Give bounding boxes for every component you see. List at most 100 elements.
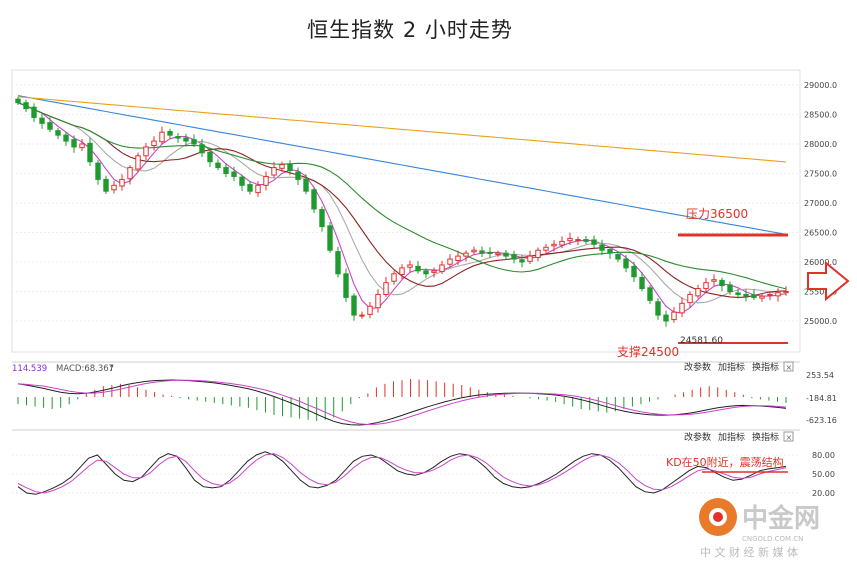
candle: [423, 268, 429, 278]
candle: [639, 271, 645, 292]
ma-fast-line: [17, 102, 787, 314]
candle: [359, 311, 365, 319]
toolbar-button[interactable]: 改参数: [684, 361, 711, 373]
up-arrow-icon: ↑: [108, 364, 115, 374]
macd-dea-line: [17, 379, 787, 426]
candle: [559, 236, 565, 249]
main-y-tick: 25500.0: [804, 288, 837, 297]
candle: [47, 117, 53, 133]
candle: [407, 260, 413, 273]
candle: [759, 293, 765, 302]
kd-y-tick: 80.00: [812, 451, 835, 460]
candle: [223, 162, 229, 178]
candle: [231, 166, 237, 182]
ma-orange-line: [17, 96, 787, 163]
watermark-domain: CNGOLD.COM.CN: [742, 535, 803, 543]
candle: [351, 293, 357, 321]
main-y-tick: 25000.0: [804, 317, 837, 326]
candle: [383, 276, 389, 297]
candle: [415, 261, 421, 274]
candle: [687, 291, 693, 308]
close-box[interactable]: [783, 361, 794, 372]
candle: [719, 277, 725, 292]
candle: [503, 250, 509, 260]
candle: [215, 159, 221, 171]
candle: [631, 261, 637, 283]
macd-toolbar: 改参数 加指标 换指标 ×: [684, 361, 794, 373]
candle: [575, 236, 581, 246]
candle: [79, 139, 85, 151]
candle: [375, 289, 381, 313]
main-y-tick: 28000.0: [804, 140, 837, 149]
candle: [727, 281, 733, 295]
candle: [271, 161, 277, 178]
candle: [599, 239, 605, 255]
logo-dot-icon: [713, 512, 723, 522]
candle: [391, 270, 397, 285]
candle: [343, 268, 349, 302]
main-y-tick: 27500.0: [804, 170, 837, 179]
main-y-tick: 28500.0: [804, 111, 837, 120]
candle: [135, 152, 141, 173]
candle: [775, 288, 781, 302]
candle: [319, 206, 325, 232]
candle: [159, 126, 165, 145]
candle: [95, 160, 101, 185]
candle: [455, 250, 461, 265]
candle: [767, 290, 773, 301]
macd-lines: [17, 379, 787, 426]
candle: [743, 289, 749, 302]
ma-green-line: [17, 102, 787, 290]
toolbar-button[interactable]: 加指标: [718, 431, 745, 443]
candle: [15, 96, 21, 106]
candle: [39, 113, 45, 129]
low-value-label: 24581.60: [680, 336, 723, 346]
candle: [247, 181, 253, 195]
candle: [535, 247, 541, 262]
candle: [695, 284, 701, 299]
candle: [655, 298, 661, 320]
macd-header-label: MACD:68.367: [56, 364, 114, 374]
watermark-tagline: 中 文 财 经 新 媒 体: [700, 545, 798, 559]
candle: [279, 161, 285, 172]
candle: [71, 135, 77, 153]
candle: [263, 171, 269, 191]
main-y-tick: 27000.0: [804, 199, 837, 208]
toolbar-button[interactable]: 加指标: [718, 361, 745, 373]
kd-note: KD在50附近，震荡结构: [666, 455, 784, 469]
candle: [495, 250, 501, 257]
candle: [463, 250, 469, 262]
candle: [255, 181, 261, 197]
arrow-right-icon: [807, 260, 850, 302]
close-icon[interactable]: ×: [786, 433, 793, 442]
kd-y-tick: 50.00: [812, 470, 835, 479]
macd-y-tick: -184.81: [806, 394, 837, 403]
main-y-axis: 29000.0 28500.0 28000.0 27500.0 27000.0 26500…: [804, 81, 837, 326]
kd-y-axis: 80.00 50.00 20.00: [812, 451, 835, 498]
candle: [127, 165, 133, 185]
support-label: 支撑24500: [617, 344, 679, 359]
kd-lines: [17, 451, 787, 495]
close-box[interactable]: [783, 431, 794, 442]
toolbar-button[interactable]: 换指标: [752, 361, 779, 373]
candle: [671, 307, 677, 323]
macd-histogram: [17, 379, 787, 421]
toolbar-button[interactable]: 改参数: [684, 431, 711, 443]
toolbar-button[interactable]: 换指标: [752, 431, 779, 443]
brand-logo: [699, 498, 737, 536]
moving-averages: [17, 95, 787, 314]
candle: [23, 99, 29, 112]
candle: [551, 240, 557, 252]
candle: [239, 174, 245, 191]
close-icon[interactable]: ×: [786, 363, 793, 372]
candlesticks: [15, 96, 789, 327]
candle: [183, 133, 189, 147]
candle: [87, 137, 93, 167]
macd-y-axis: 253.54 -184.81 -623.16: [806, 371, 837, 425]
candle: [439, 260, 445, 274]
resistance-label: 压力36500: [686, 207, 748, 221]
candle: [487, 247, 493, 259]
candle: [111, 180, 117, 194]
candle: [207, 149, 213, 167]
kd-d-line: [17, 453, 787, 494]
